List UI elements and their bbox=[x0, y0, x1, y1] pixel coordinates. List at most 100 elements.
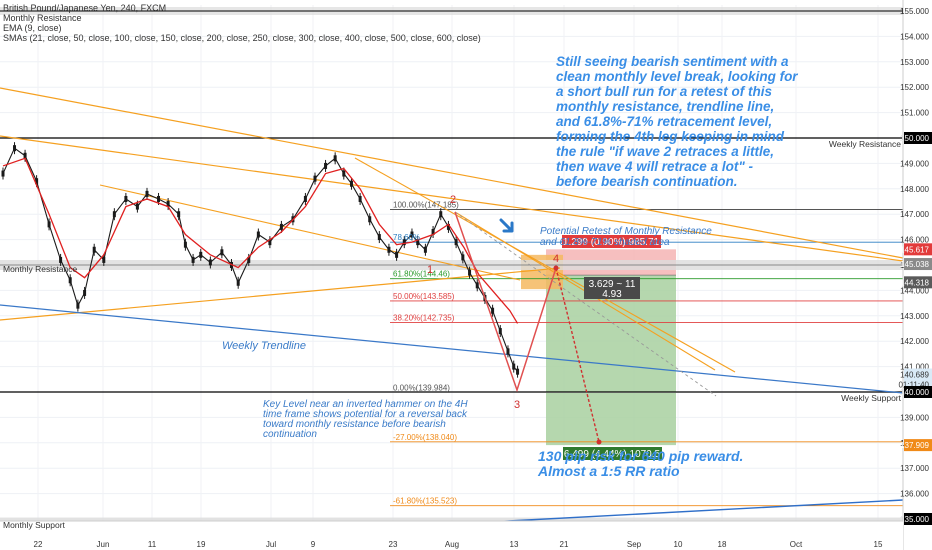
price-tag: 155.000 bbox=[900, 7, 929, 16]
weekly-resistance-label: Weekly Resistance bbox=[829, 139, 901, 149]
candle-body bbox=[191, 256, 195, 263]
y-tick-label: 139.000 bbox=[900, 413, 929, 422]
candle-body bbox=[208, 259, 212, 266]
price-tag-bg bbox=[904, 439, 932, 452]
labels-layer: 100.00%(147.185) 78.60% 61.80%(144.46) 50.0… bbox=[393, 194, 662, 506]
retest-annotation-line-1: Potential Retest of Monthly Resistance bbox=[540, 226, 712, 237]
retest-annotation: Potential Retest of Monthly Resistance a… bbox=[540, 226, 712, 248]
y-tick-label: 144.000 bbox=[900, 286, 929, 295]
candle-body bbox=[47, 221, 51, 228]
monthly-resistance-label: Monthly Resistance bbox=[3, 264, 77, 274]
candle-body bbox=[303, 195, 307, 202]
key-level-line-4: continuation bbox=[263, 429, 317, 440]
candle-body bbox=[516, 368, 520, 375]
candle-body bbox=[236, 279, 240, 286]
x-tick-label: Aug bbox=[445, 540, 459, 549]
candle-body bbox=[177, 211, 181, 218]
zones-layer bbox=[521, 249, 676, 446]
x-tick-label: 21 bbox=[560, 540, 569, 549]
x-tick-label: 13 bbox=[510, 540, 519, 549]
candle-body bbox=[112, 211, 116, 218]
main-annotation-line-2: clean monthly level break, looking for bbox=[556, 69, 798, 84]
candle-body bbox=[358, 195, 362, 202]
candle-body bbox=[461, 254, 465, 261]
monthly-support-label: Monthly Support bbox=[3, 520, 66, 530]
price-tag-bg bbox=[904, 276, 932, 289]
fib-label: 0.00%(139.984) bbox=[393, 383, 450, 392]
fib-label: 78.60% bbox=[393, 233, 420, 242]
main-annotation-line-9: before bearish continuation. bbox=[556, 174, 738, 189]
reward-box-text: 6.499 (4.44%) 1070.5 bbox=[564, 449, 661, 460]
candle-body bbox=[35, 178, 39, 185]
candle-body bbox=[76, 302, 80, 309]
x-tick-label: 15 bbox=[874, 540, 883, 549]
price-layer bbox=[1, 142, 602, 445]
price-tag: 137.909 bbox=[900, 441, 929, 450]
candle-body bbox=[431, 228, 435, 235]
fib-label: 100.00%(147.185) bbox=[393, 201, 459, 210]
price-tag-bg bbox=[904, 386, 932, 398]
reward-annotation-line-2: Almost a 1:5 RR ratio bbox=[537, 463, 680, 479]
main-annotation-line-8: then wave 4 will retrace a lot" - bbox=[556, 159, 753, 174]
price-tag-bg bbox=[904, 368, 932, 381]
y-tick-label: 143.000 bbox=[900, 312, 929, 321]
y-tick-label: 153.000 bbox=[900, 58, 929, 67]
candle-body bbox=[410, 231, 414, 238]
candle-body bbox=[506, 348, 510, 355]
x-tick-label: 19 bbox=[197, 540, 206, 549]
price-tag-bg bbox=[904, 258, 932, 271]
weekly-trendline-label: Weekly Trendline bbox=[222, 340, 306, 352]
x-tick-label: Oct bbox=[790, 540, 803, 549]
price-tag-bg bbox=[904, 513, 932, 525]
indicator-smas: SMAs (21, close, 50, close, 100, close, … bbox=[3, 33, 481, 43]
wave-label-3: 3 bbox=[514, 399, 520, 411]
candle-body bbox=[256, 231, 260, 238]
candle-body bbox=[247, 256, 251, 263]
candle-body bbox=[59, 256, 63, 263]
wave-label-1: 1 bbox=[427, 264, 433, 276]
price-tag-bg bbox=[904, 132, 932, 144]
wave-path bbox=[454, 211, 557, 393]
symbol-title: British Pound/Japanese Yen, 240, FXCM bbox=[3, 3, 166, 13]
key-level-annotation: Key Level near an inverted hammer on the… bbox=[263, 399, 468, 440]
price-tag: 150.000 bbox=[900, 134, 929, 143]
candle-body bbox=[491, 307, 495, 314]
trendline-orange-top bbox=[0, 87, 904, 259]
wave-label-2: 2 bbox=[450, 194, 456, 206]
price-tag: 145.617 bbox=[900, 245, 929, 254]
candle-body bbox=[342, 170, 346, 177]
candle-body bbox=[1, 170, 5, 177]
candle-body bbox=[68, 277, 72, 284]
candle-body bbox=[446, 223, 450, 230]
x-tick-label: 9 bbox=[311, 540, 316, 549]
candle-body bbox=[23, 152, 27, 159]
trendline-orange-lower bbox=[0, 267, 561, 321]
main-annotation-line-1: Still seeing bearish sentiment with a bbox=[556, 54, 789, 69]
fib-label: 38.20%(142.735) bbox=[393, 314, 455, 323]
candle-body bbox=[324, 162, 328, 169]
y-tick-label: 151.000 bbox=[900, 109, 929, 118]
rr-box bbox=[584, 277, 640, 299]
candle-body bbox=[468, 269, 472, 276]
price-tag: 140.000 bbox=[900, 388, 929, 397]
trendline-orange-upper bbox=[0, 135, 904, 262]
x-tick-label: Jul bbox=[266, 540, 276, 549]
price-tag: 145.038 bbox=[900, 260, 929, 269]
indicator-ema: EMA (9, close) bbox=[3, 23, 62, 33]
wave-target-dot bbox=[596, 439, 602, 445]
y-tick-label: 149.000 bbox=[900, 159, 929, 168]
fib-label: -27.00%(138.040) bbox=[393, 433, 457, 442]
candle-body bbox=[512, 363, 516, 370]
price-line bbox=[2, 147, 518, 373]
candle-body bbox=[349, 180, 353, 187]
x-tick-label: Sep bbox=[627, 540, 642, 549]
candle-body bbox=[13, 145, 17, 152]
y-tick-label: 146.000 bbox=[900, 236, 929, 245]
y-tick-label: 141.000 bbox=[900, 363, 929, 372]
x-axis-background bbox=[0, 521, 903, 550]
y-tick-label: 136.000 bbox=[900, 490, 929, 499]
